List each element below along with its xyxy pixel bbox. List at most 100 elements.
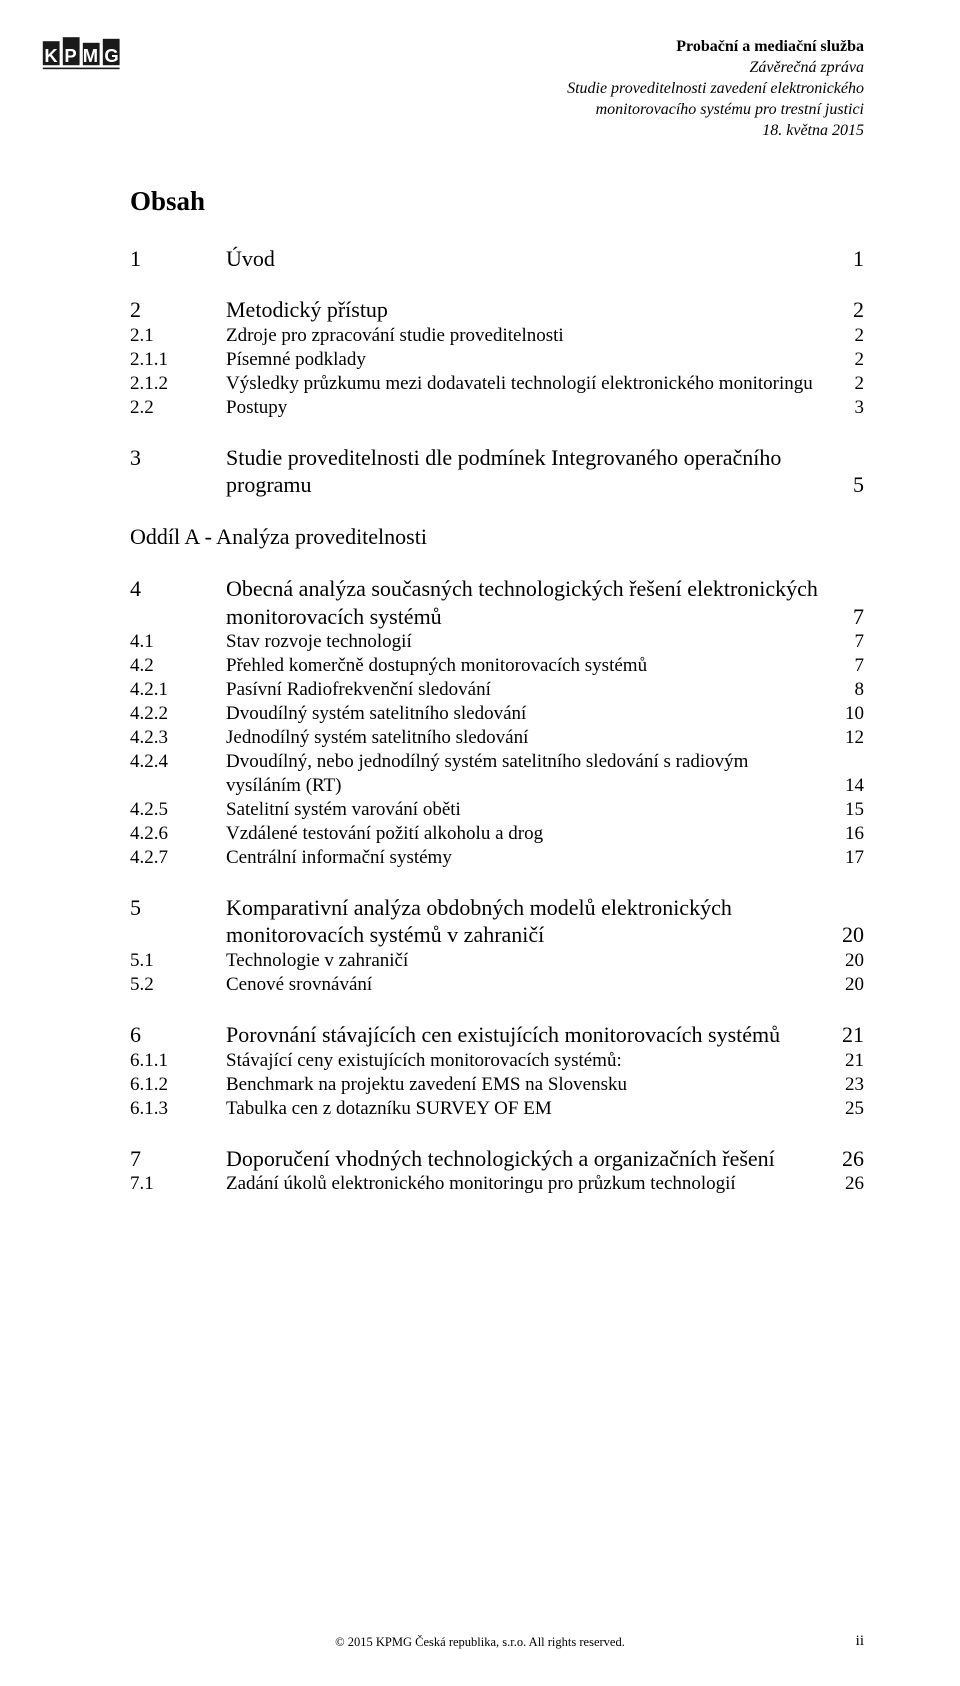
toc-entry-number: 6 — [130, 1021, 226, 1049]
toc-entry: 2Metodický přístup2 — [130, 296, 864, 324]
toc-entry-page: 20 — [830, 921, 864, 949]
toc-entry-number: 2.1 — [130, 324, 226, 348]
toc-entry-page: 12 — [830, 726, 864, 750]
toc-entry-page: 2 — [830, 296, 864, 324]
toc-entry-page: 7 — [830, 630, 864, 654]
toc-entry-page: 8 — [830, 678, 864, 702]
toc-entry-label: Zadání úkolů elektronického monitoringu … — [226, 1172, 830, 1196]
header-line-1: Probační a mediační služba — [130, 36, 864, 57]
toc-entry: 7Doporučení vhodných technologických a o… — [130, 1145, 864, 1173]
toc-entry-label: Centrální informační systémy — [226, 846, 830, 870]
svg-text:K: K — [44, 45, 58, 66]
svg-text:G: G — [104, 45, 118, 66]
toc-entry-page: 25 — [830, 1097, 864, 1121]
toc-entry: 6.1.1Stávající ceny existujících monitor… — [130, 1049, 864, 1073]
toc-entry-number: 6.1.2 — [130, 1073, 226, 1097]
toc-section-heading: Oddíl A - Analýza proveditelnosti — [130, 523, 864, 551]
toc-entry-number: 4.1 — [130, 630, 226, 654]
toc-entry-number: 3 — [130, 444, 226, 472]
toc-entry: 5.1Technologie v zahraničí20 — [130, 949, 864, 973]
toc-entry-label: Dvoudílný, nebo jednodílný systém sateli… — [226, 750, 830, 798]
toc-entry: 2.1Zdroje pro zpracování studie provedit… — [130, 324, 864, 348]
toc-entry-label: Studie proveditelnosti dle podmínek Inte… — [226, 444, 830, 499]
svg-text:P: P — [64, 45, 76, 66]
document-header: Probační a mediační služba Závěrečná zpr… — [130, 36, 864, 142]
toc-entry-number: 2.2 — [130, 396, 226, 420]
toc-entry-label: Jednodílný systém satelitního sledování — [226, 726, 830, 750]
header-line-2: Závěrečná zpráva — [130, 57, 864, 78]
toc-entry: 4.1Stav rozvoje technologií7 — [130, 630, 864, 654]
toc-entry: 1Úvod1 — [130, 245, 864, 273]
toc-entry-number: 4.2.6 — [130, 822, 226, 846]
toc-entry-number: 5 — [130, 894, 226, 922]
toc-entry-number: 4.2 — [130, 654, 226, 678]
toc-entry-label: Pasívní Radiofrekvenční sledování — [226, 678, 830, 702]
toc-entry: 4.2.4Dvoudílný, nebo jednodílný systém s… — [130, 750, 864, 798]
toc-entry-number: 4.2.7 — [130, 846, 226, 870]
toc-entry-page: 21 — [830, 1021, 864, 1049]
toc-entry-page: 2 — [830, 372, 864, 396]
toc-entry-number: 4.2.3 — [130, 726, 226, 750]
toc-entry: 6Porovnání stávajících cen existujících … — [130, 1021, 864, 1049]
toc-entry-page: 10 — [830, 702, 864, 726]
toc-entry: 4.2.6Vzdálené testování požití alkoholu … — [130, 822, 864, 846]
toc-entry-label: Postupy — [226, 396, 830, 420]
toc-entry: 4Obecná analýza současných technologický… — [130, 575, 864, 630]
toc-entry-label: Obecná analýza současných technologickýc… — [226, 575, 830, 630]
toc-entry-page: 23 — [830, 1073, 864, 1097]
toc-entry-number: 7 — [130, 1145, 226, 1173]
toc-entry-label: Komparativní analýza obdobných modelů el… — [226, 894, 830, 949]
toc-entry-label: Zdroje pro zpracování studie provediteln… — [226, 324, 830, 348]
toc-entry-page: 26 — [830, 1172, 864, 1196]
toc-entry: 2.1.1Písemné podklady2 — [130, 348, 864, 372]
footer-copyright: © 2015 KPMG Česká republika, s.r.o. All … — [0, 1635, 960, 1650]
toc-entry: 5.2Cenové srovnávání20 — [130, 973, 864, 997]
toc-entry-page: 20 — [830, 973, 864, 997]
toc-entry-label: Porovnání stávajících cen existujících m… — [226, 1021, 830, 1049]
svg-text:M: M — [83, 45, 98, 66]
toc-entry-label: Úvod — [226, 245, 830, 273]
toc-entry-number: 4.2.5 — [130, 798, 226, 822]
toc-entry: 4.2.5Satelitní systém varování oběti15 — [130, 798, 864, 822]
kpmg-logo: K P M G — [42, 34, 138, 74]
toc-entry-page: 5 — [830, 471, 864, 499]
toc-entry-number: 4.2.4 — [130, 750, 226, 774]
toc-entry-label: Benchmark na projektu zavedení EMS na Sl… — [226, 1073, 830, 1097]
toc-entry-number: 6.1.3 — [130, 1097, 226, 1121]
toc-entry-number: 2.1.2 — [130, 372, 226, 396]
toc-entry-label: Vzdálené testování požití alkoholu a dro… — [226, 822, 830, 846]
toc-entry: 2.1.2Výsledky průzkumu mezi dodavateli t… — [130, 372, 864, 396]
toc-entry-number: 4.2.2 — [130, 702, 226, 726]
toc-entry-label: Výsledky průzkumu mezi dodavateli techno… — [226, 372, 830, 396]
toc-entry-number: 7.1 — [130, 1172, 226, 1196]
toc-entry-number: 1 — [130, 245, 226, 273]
toc-entry-page: 3 — [830, 396, 864, 420]
toc-entry-page: 21 — [830, 1049, 864, 1073]
toc-entry-page: 1 — [830, 245, 864, 273]
toc-entry-page: 15 — [830, 798, 864, 822]
header-line-3: Studie proveditelnosti zavedení elektron… — [130, 78, 864, 99]
toc-entry: 6.1.3Tabulka cen z dotazníku SURVEY OF E… — [130, 1097, 864, 1121]
header-line-5: 18. května 2015 — [130, 120, 864, 141]
toc-entry: 3Studie proveditelnosti dle podmínek Int… — [130, 444, 864, 499]
toc-entry-number: 4.2.1 — [130, 678, 226, 702]
toc-section-label: Oddíl A - Analýza proveditelnosti — [130, 523, 427, 551]
toc-entry-number: 2 — [130, 296, 226, 324]
toc-entry-label: Cenové srovnávání — [226, 973, 830, 997]
toc-entry: 4.2.2Dvoudílný systém satelitního sledov… — [130, 702, 864, 726]
toc-entry-page: 2 — [830, 348, 864, 372]
toc-entry-page: 20 — [830, 949, 864, 973]
header-line-4: monitorovacího systému pro trestní justi… — [130, 99, 864, 120]
toc-entry-label: Písemné podklady — [226, 348, 830, 372]
toc-entry-page: 16 — [830, 822, 864, 846]
toc-entry: 5Komparativní analýza obdobných modelů e… — [130, 894, 864, 949]
toc-entry-page: 2 — [830, 324, 864, 348]
toc-entry: 4.2Přehled komerčně dostupných monitorov… — [130, 654, 864, 678]
toc-entry-page: 7 — [830, 603, 864, 631]
toc-entry: 4.2.7Centrální informační systémy17 — [130, 846, 864, 870]
toc-entry-page: 14 — [830, 774, 864, 798]
toc-entry-number: 4 — [130, 575, 226, 603]
toc-entry-label: Satelitní systém varování oběti — [226, 798, 830, 822]
toc-entry: 4.2.3Jednodílný systém satelitního sledo… — [130, 726, 864, 750]
footer-page-number: ii — [856, 1633, 864, 1650]
